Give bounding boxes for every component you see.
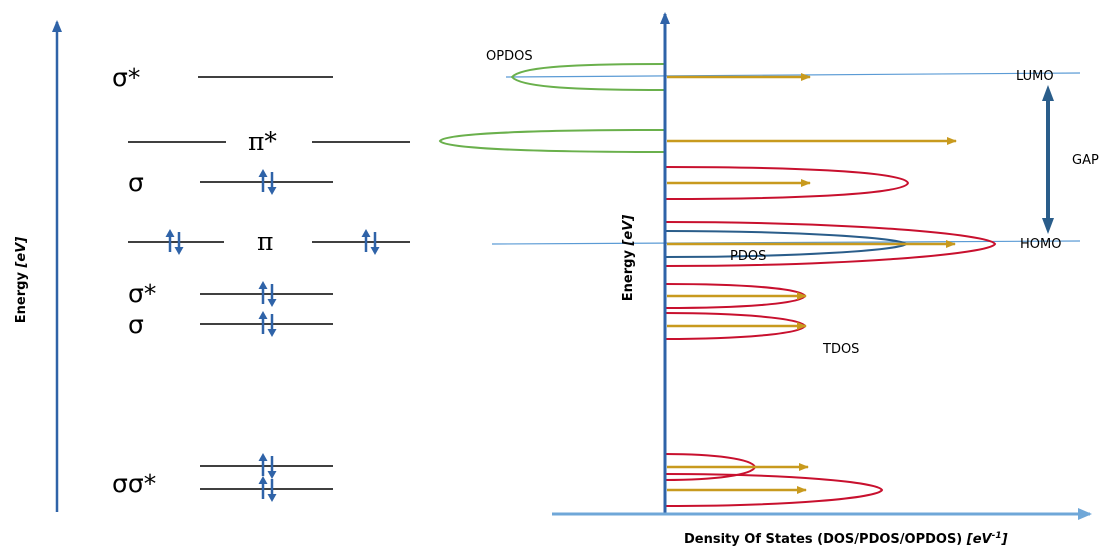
opdos-curves	[438, 63, 666, 153]
lumo-label: LUMO	[1016, 69, 1054, 84]
homo-label: HOMO	[1020, 237, 1061, 252]
dos-x-axis-label: Density Of States (DOS/PDOS/OPDOS) [eV-1…	[684, 531, 1008, 547]
mo-label-sigma-star-top: σ*	[112, 63, 140, 92]
mo-label-sigma-mid: σ	[128, 168, 144, 197]
mo-label-sigma-sigma-star-bottom: σσ*	[112, 469, 156, 498]
lumo-reference-line	[505, 72, 1081, 78]
mo-label-pi: π	[257, 227, 273, 256]
tdos-label: TDOS	[822, 342, 859, 357]
level-arrows	[667, 73, 957, 494]
mo-label-pi-star: π*	[248, 127, 277, 156]
homo-reference-line	[491, 240, 1081, 245]
gap-label: GAP	[1072, 153, 1099, 168]
dos-y-axis-label: Energy [eV]	[621, 215, 636, 302]
pdos-label: PDOS	[730, 249, 766, 264]
mo-label-sigma-low: σ	[128, 310, 144, 339]
opdos-label: OPDOS	[486, 49, 533, 64]
mo-level-lines	[128, 76, 410, 490]
mo-label-sigma-star-mid: σ*	[128, 279, 156, 308]
tdos-curves	[664, 166, 997, 507]
left-axis-label: Energy [eV]	[14, 237, 29, 324]
